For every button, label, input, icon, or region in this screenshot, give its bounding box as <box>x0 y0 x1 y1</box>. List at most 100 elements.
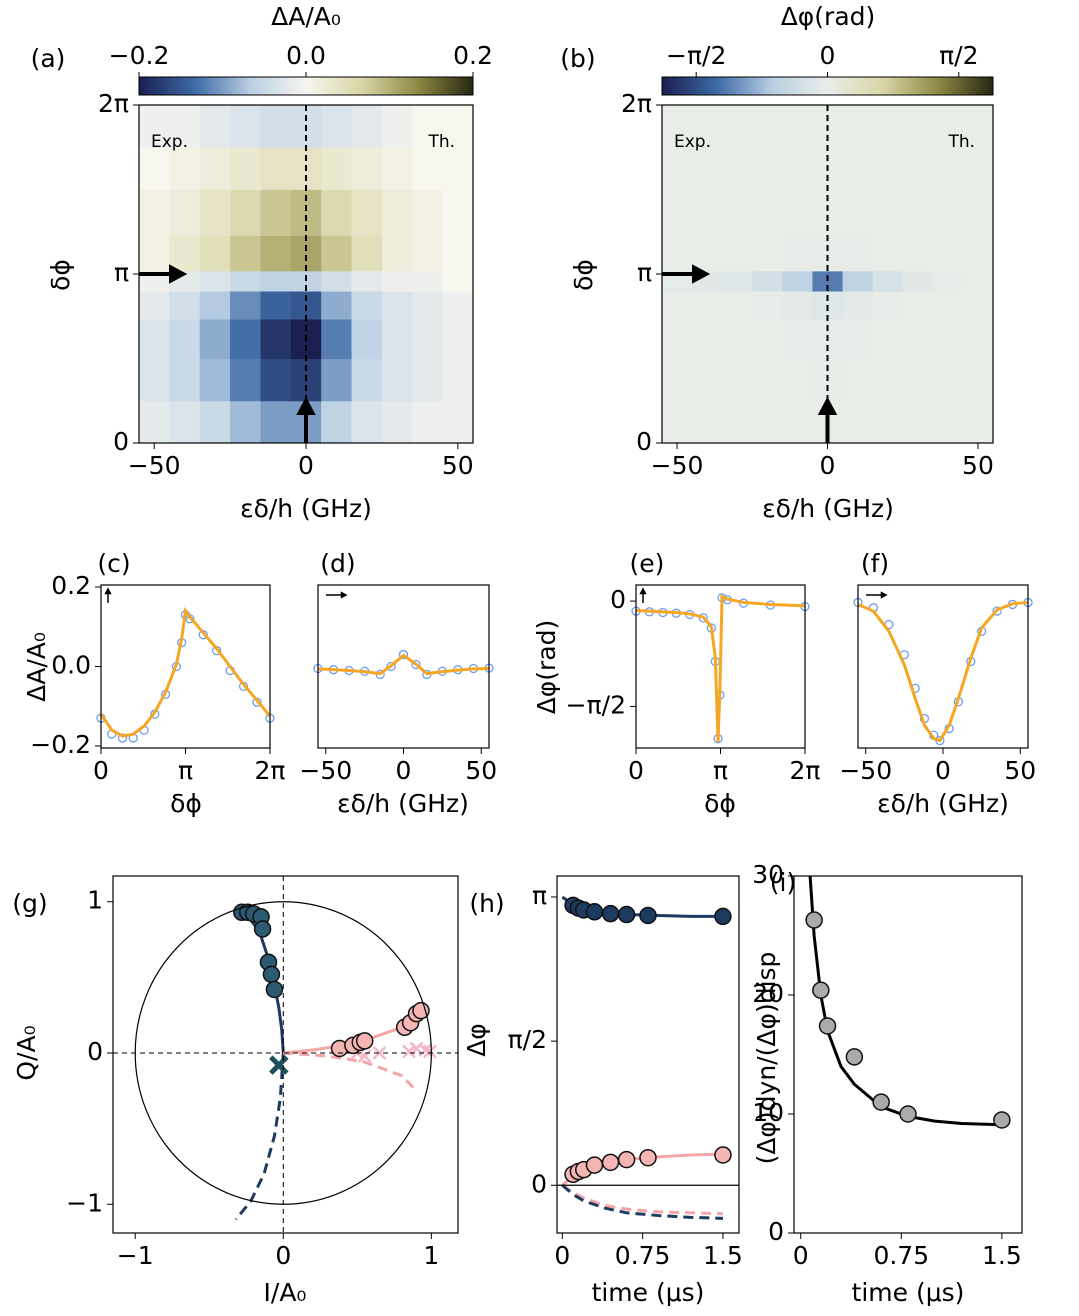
colorbar-segment <box>397 77 402 95</box>
colorbar-segment <box>275 77 279 95</box>
x-tick-label: −50 <box>128 451 181 480</box>
y-tick-label: 0.0 <box>51 651 91 680</box>
heatmap-cell <box>321 291 353 320</box>
heatmap-cell <box>782 147 813 190</box>
colorbar-segment <box>175 77 179 95</box>
heatmap-cell <box>962 270 994 292</box>
heatmap-cell <box>692 105 723 148</box>
y-axis-label: δϕ <box>569 259 598 291</box>
colorbar-segment <box>158 77 162 95</box>
axes-frame <box>112 875 459 1234</box>
colorbar-segment <box>888 77 892 95</box>
heatmap-cell <box>442 400 474 444</box>
colorbar-segment <box>976 77 980 95</box>
y-axis-label: ΔA/A₀ <box>22 632 51 702</box>
heatmap-cell <box>412 319 444 360</box>
x-axis-label: εδ/h (GHz) <box>337 789 469 818</box>
colorbar-segment <box>962 77 966 95</box>
data-point <box>639 1148 657 1167</box>
heatmap-cell <box>412 291 444 320</box>
colorbar-segment <box>946 77 950 95</box>
colorbar-segment <box>428 77 432 95</box>
heatmap-cell <box>692 400 723 444</box>
heatmap-cell <box>321 189 353 236</box>
x-tick-label: π <box>178 756 193 785</box>
colorbar-segment <box>896 77 900 95</box>
colorbar-segment <box>459 77 463 95</box>
colorbar-segment <box>794 77 798 95</box>
annotation: Th. <box>947 132 975 152</box>
heatmap-cell <box>199 270 231 292</box>
heatmap-cell <box>139 319 170 360</box>
colorbar-segment <box>857 77 862 95</box>
heatmap-cell <box>962 358 994 402</box>
colorbar-segment <box>203 77 207 95</box>
heatmap-cell <box>442 319 474 360</box>
heatmap-cell <box>902 319 934 360</box>
colorbar-segment <box>317 77 321 95</box>
heatmap-cell <box>752 358 783 402</box>
colorbar-segment <box>208 77 212 95</box>
colorbar-segment <box>786 77 790 95</box>
colorbar-segment <box>808 77 812 95</box>
colorbar-segment <box>819 77 823 95</box>
heatmap-cell <box>139 358 170 402</box>
y-tick-label: 30 <box>752 860 784 889</box>
heatmap-cell <box>351 400 383 444</box>
colorbar-segment <box>979 77 983 95</box>
colorbar-segment <box>241 77 246 95</box>
colorbar-segment <box>314 77 318 95</box>
heatmap-cell <box>962 400 994 444</box>
heatmap-cell <box>321 235 353 272</box>
colorbar-segment <box>244 77 249 95</box>
colorbar-segment <box>747 77 751 95</box>
colorbar-segment <box>389 77 393 95</box>
colorbar-segment <box>228 77 232 95</box>
x-axis-label: εδ/h (GHz) <box>762 494 894 523</box>
x-tick-label: −50 <box>299 756 352 785</box>
colorbar-segment <box>940 77 944 95</box>
heatmap-cell <box>902 105 934 148</box>
colorbar-segment <box>325 77 329 95</box>
colorbar-segment <box>780 77 784 95</box>
colorbar-segment <box>255 77 260 95</box>
colorbar-segment <box>319 77 324 95</box>
colorbar-segment <box>736 77 740 95</box>
colorbar-segment <box>216 77 221 95</box>
colorbar-segment <box>689 77 693 95</box>
colorbar-segment <box>797 77 801 95</box>
colorbar-segment <box>973 77 977 95</box>
colorbar-segment <box>783 77 787 95</box>
data-point <box>812 981 830 999</box>
colorbar-segment <box>417 77 421 95</box>
y-tick-label: −1 <box>66 1188 103 1217</box>
colorbar-segment <box>893 77 897 95</box>
colorbar-segment <box>183 77 187 95</box>
heatmap-cell <box>351 319 383 360</box>
heatmap-cell <box>321 270 353 292</box>
data-point <box>585 903 604 921</box>
colorbar-tick-label: 0 <box>820 41 836 70</box>
heatmap-cell <box>692 189 723 236</box>
colorbar-segment <box>436 77 441 95</box>
heatmap-cell <box>872 189 904 236</box>
colorbar-segment <box>758 77 762 95</box>
colorbar-segment <box>414 77 418 95</box>
colorbar-segment <box>984 77 988 95</box>
heatmap-cell <box>260 235 292 272</box>
colorbar-segment <box>339 77 343 95</box>
colorbar-segment <box>420 77 424 95</box>
heatmap-cell <box>381 358 413 402</box>
heatmap-cell <box>412 270 444 292</box>
annotation: Th. <box>427 132 455 152</box>
heatmap-cell <box>752 400 783 444</box>
heatmap-cell <box>752 105 783 148</box>
colorbar-segment <box>292 77 296 95</box>
heatmap-cell <box>351 235 383 272</box>
heatmap-cell <box>662 147 693 190</box>
colorbar-segment <box>915 77 920 95</box>
x-tick-label: 50 <box>442 451 474 480</box>
colorbar-segment <box>879 77 884 95</box>
colorbar-segment <box>913 77 917 95</box>
heatmap-cell <box>139 400 170 444</box>
